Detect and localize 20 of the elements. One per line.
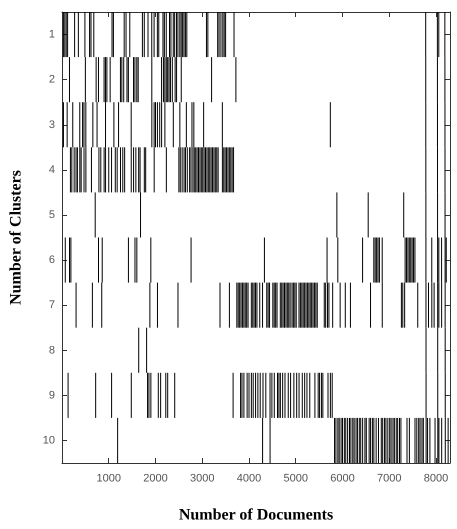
y-tick-label: 8	[48, 344, 55, 356]
y-tick-label: 1	[48, 28, 55, 41]
x-axis-title: Number of Documents	[178, 506, 334, 524]
x-tick-label: 5000	[283, 472, 308, 484]
y-tick-label: 7	[48, 299, 55, 312]
x-tick-label: 1000	[96, 472, 121, 484]
y-tick-label: 3	[48, 118, 55, 131]
y-axis-title: Number of Clusters	[8, 170, 24, 305]
x-tick-label: 7000	[376, 472, 402, 484]
y-tick-label: 5	[48, 208, 55, 221]
y-tick-label: 10	[42, 434, 55, 446]
x-tick-label: 4000	[236, 472, 262, 484]
y-tick-label: 9	[48, 389, 55, 402]
x-tick-label: 3000	[190, 472, 214, 484]
y-tick-label: 2	[48, 74, 55, 86]
y-tick-label: 4	[48, 164, 55, 176]
x-tick-label: 6000	[330, 472, 355, 484]
x-tick-label: 8000	[424, 472, 448, 484]
y-tick-label: 6	[48, 254, 55, 266]
x-tick-label: 2000	[143, 472, 168, 484]
